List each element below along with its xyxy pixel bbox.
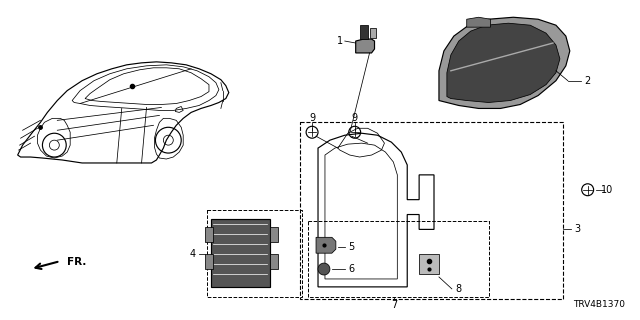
Text: 9: 9 bbox=[309, 113, 315, 124]
Text: FR.: FR. bbox=[67, 257, 86, 267]
Text: 1: 1 bbox=[337, 36, 343, 46]
Bar bbox=[369, 28, 376, 38]
Circle shape bbox=[318, 263, 330, 275]
Bar bbox=[271, 228, 278, 242]
Bar bbox=[205, 254, 213, 269]
Text: TRV4B1370: TRV4B1370 bbox=[573, 300, 625, 309]
Text: 9: 9 bbox=[351, 113, 358, 124]
Polygon shape bbox=[356, 39, 374, 53]
Text: 4: 4 bbox=[190, 249, 196, 259]
Text: 3: 3 bbox=[575, 224, 581, 234]
Bar bbox=[205, 228, 213, 242]
Text: 10: 10 bbox=[602, 185, 614, 195]
Text: 8: 8 bbox=[456, 284, 462, 294]
Polygon shape bbox=[419, 254, 439, 274]
Text: 5: 5 bbox=[349, 242, 355, 252]
Bar bbox=[271, 254, 278, 269]
Bar bbox=[308, 221, 488, 297]
Bar bbox=[207, 210, 302, 297]
Polygon shape bbox=[467, 17, 490, 27]
Text: 2: 2 bbox=[584, 76, 591, 86]
Polygon shape bbox=[439, 17, 570, 108]
Polygon shape bbox=[316, 237, 336, 253]
Bar bbox=[300, 122, 563, 299]
Text: 6: 6 bbox=[349, 264, 355, 274]
Polygon shape bbox=[447, 23, 560, 102]
Bar bbox=[211, 220, 271, 287]
Text: 7: 7 bbox=[391, 300, 397, 310]
Bar bbox=[360, 25, 367, 39]
